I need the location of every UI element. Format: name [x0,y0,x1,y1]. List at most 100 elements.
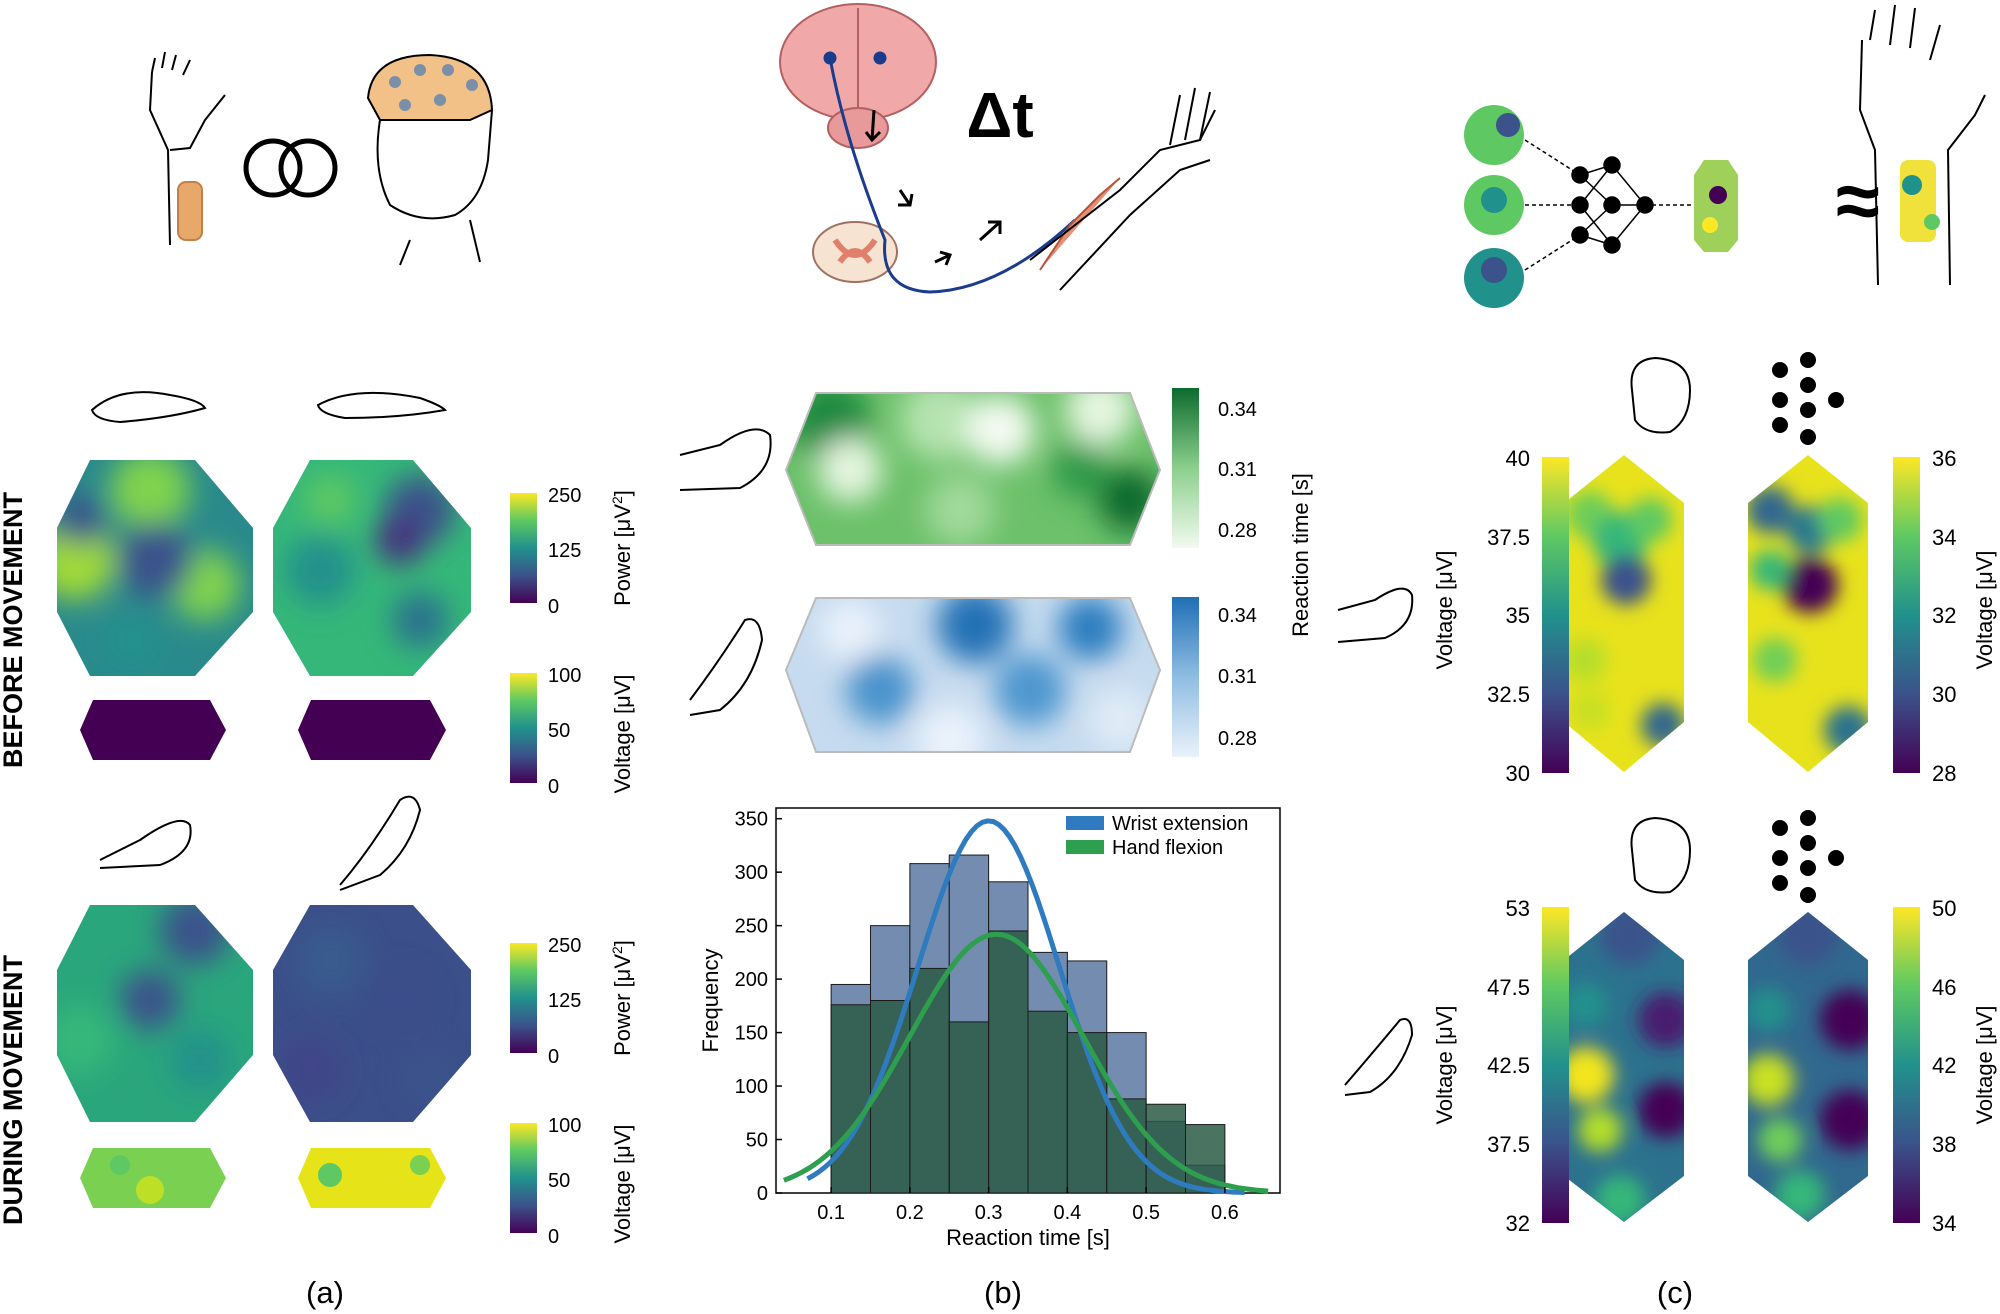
row-label-during: DURING MOVEMENT [0,954,28,1225]
gesture-icons-b [679,428,772,716]
colorbar-power-before: 250 125 0 Power [μV2] [510,485,635,618]
gesture-icons-a [90,391,448,891]
svg-text:Voltage [μV]: Voltage [μV] [1972,1005,1997,1124]
svg-text:47.5: 47.5 [1487,975,1530,1000]
colorbar-voltage-before: 100 50 0 Voltage [μV] [510,665,635,798]
y-tick-label-6: 300 [735,862,768,884]
gesture-icons-c [1337,587,1414,1096]
svg-text:30: 30 [1506,761,1530,786]
hand-target-icon [1858,4,1986,286]
y-tick-label-0: 0 [757,1183,768,1205]
svg-text:0.34: 0.34 [1218,399,1257,421]
svg-text:125: 125 [548,990,581,1012]
arrow-icons [864,109,1002,266]
legend-swatch-1 [1066,840,1104,854]
svg-text:Voltage [μV]: Voltage [μV] [1972,550,1997,669]
forearm-electrode-icon [148,51,226,246]
approx-symbol: ≈ [1836,156,1880,245]
svg-text:40: 40 [1506,446,1530,471]
svg-text:34: 34 [1932,525,1956,550]
svg-text:32.5: 32.5 [1487,682,1530,707]
top-right-illustration: ≈ [1464,4,1986,308]
nerve-pathway [823,51,1077,294]
reaction-map-extension-outline [784,597,1162,753]
svg-text:53: 53 [1506,896,1530,921]
top-left-illustration [148,51,494,266]
fit-curve-wrist [806,818,1245,1195]
eeg-map-before-rest [57,460,253,676]
coupling-rings-icon [243,138,338,198]
reaction-map-flexion [786,393,1160,545]
y-tick-label-5: 250 [735,916,768,938]
x-tick-label-2: 0.3 [975,1202,1003,1224]
y-tick-label-1: 50 [746,1130,768,1152]
svg-text:Power [μV2]: Power [μV2] [609,490,635,606]
svg-text:Voltage [μV]: Voltage [μV] [1432,1005,1457,1124]
legend-label-1: Hand flexion [1112,837,1223,859]
hist-bar-flexion-0 [830,1004,871,1194]
y-tick-label-2: 100 [735,1076,768,1098]
svg-text:46: 46 [1932,975,1956,1000]
svg-text:50: 50 [1932,896,1956,921]
svg-text:37.5: 37.5 [1487,1132,1530,1157]
legend-label-0: Wrist extension [1112,813,1248,835]
svg-text:42: 42 [1932,1053,1956,1078]
y-tick-label-4: 200 [735,969,768,991]
emg-measured-flexion [1564,455,1684,772]
panel-label-b: (b) [984,1275,1022,1310]
colorbar-c-top-right: 36 34 32 30 28 Voltage [μV] [1893,446,1997,786]
svg-text:100: 100 [548,665,581,687]
svg-text:0.34: 0.34 [1218,605,1257,627]
svg-text:250: 250 [548,485,581,507]
reaction-time-histogram: 0.1 0.2 0.3 0.4 0.5 0.6 0 50 100 150 200 250 300 350 R… [698,807,1281,1250]
svg-text:125: 125 [548,540,581,562]
fit-curve-flexion [782,931,1269,1194]
svg-text:0.31: 0.31 [1218,459,1257,481]
svg-text:0: 0 [548,596,559,618]
x-tick-label-0: 0.1 [817,1202,845,1224]
hist-bar-flexion-8 [1145,1103,1186,1194]
panel-label-c: (c) [1657,1275,1693,1310]
predicted-emg-map [1694,160,1738,252]
svg-text:0.28: 0.28 [1218,520,1257,542]
svg-text:Voltage [μV]: Voltage [μV] [1432,550,1457,669]
colorbar-power-during: 250 125 0 Power [μV2] [510,935,635,1068]
svg-text:32: 32 [1932,603,1956,628]
colorbar-c-bot-left: 53 47.5 42.5 37.5 32 Voltage [μV] [1432,896,1569,1236]
svg-text:Power [μV2]: Power [μV2] [609,940,635,1056]
svg-text:100: 100 [548,1115,581,1137]
row-label-before: BEFORE MOVEMENT [0,491,28,768]
svg-text:28: 28 [1932,761,1956,786]
svg-text:0.28: 0.28 [1218,728,1257,750]
arm-muscle-icon [1029,87,1216,291]
panel-label-a: (a) [306,1275,344,1310]
svg-text:30: 30 [1932,682,1956,707]
head-icons-c [1630,356,1692,894]
neural-network-icon [1524,139,1700,271]
emg-predicted-flexion [1748,455,1868,772]
svg-text:Voltage [μV]: Voltage [μV] [610,1124,635,1243]
svg-text:36: 36 [1932,446,1956,471]
colorbar-reaction-blue: 0.34 0.31 0.28 [1172,597,1257,757]
svg-text:0: 0 [548,776,559,798]
x-tick-label-3: 0.4 [1053,1202,1081,1224]
hist-bar-flexion-6 [1066,1032,1108,1194]
svg-text:250: 250 [548,935,581,957]
y-tick-label-7: 350 [735,809,768,831]
head-eeg-cap-icon [366,53,494,266]
svg-text:35: 35 [1506,603,1530,628]
colorbar-c-top-left: 40 37.5 35 32.5 30 Voltage [μV] [1432,446,1569,786]
colorbar-reaction-green: 0.34 0.31 0.28 [1172,388,1257,548]
emg-map-before-extension [298,700,446,760]
hist-bar-flexion-3 [948,1021,990,1194]
emg-predicted-extension [1748,912,1868,1222]
emg-map-during-extension [298,1148,446,1208]
svg-text:0: 0 [548,1226,559,1248]
svg-text:0.31: 0.31 [1218,666,1257,688]
emg-map-during-flexion [80,1148,226,1208]
svg-text:34: 34 [1932,1211,1956,1236]
y-tick-label-3: 150 [735,1023,768,1045]
svg-text:50: 50 [548,720,570,742]
svg-text:0: 0 [548,1046,559,1068]
y-axis-label: Frequency [698,949,723,1053]
